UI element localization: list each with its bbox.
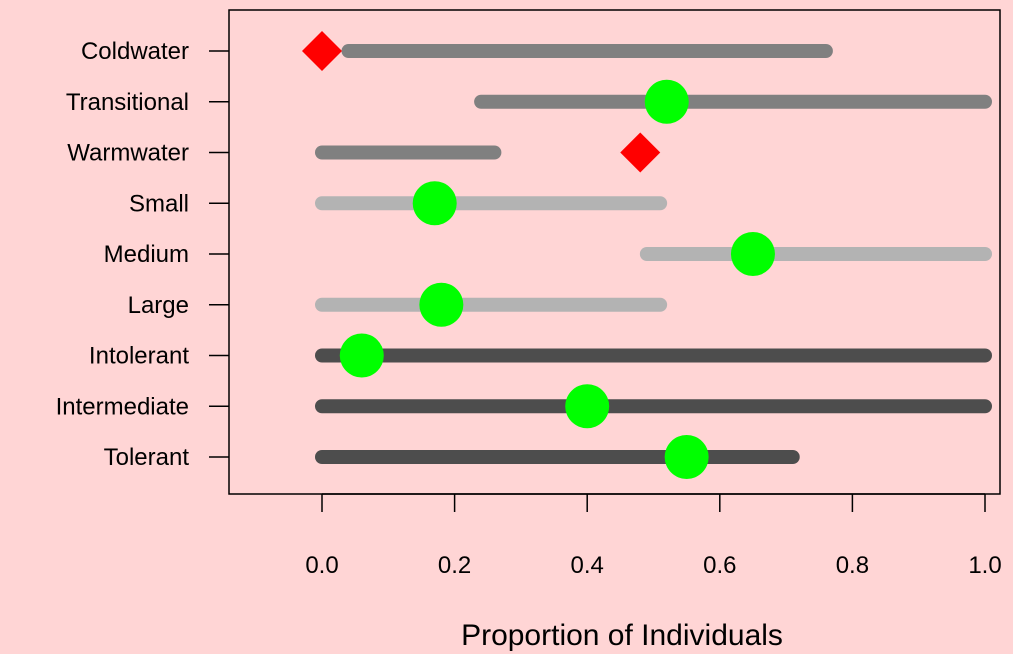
- marker-diamond-coldwater: [302, 31, 342, 71]
- y-label-large: Large: [128, 292, 189, 319]
- marker-circle-tolerant: [664, 435, 709, 479]
- y-label-medium: Medium: [104, 241, 189, 268]
- marker-circle-intermediate: [565, 384, 610, 429]
- marker-diamond-warmwater: [620, 132, 661, 173]
- marker-circle-intolerant: [339, 333, 384, 378]
- marker-circle-medium: [730, 232, 775, 276]
- x-tick-label-0-0: 0.0: [305, 552, 338, 579]
- y-label-tolerant: Tolerant: [104, 444, 190, 471]
- x-axis: 0.0 0.2 0.4 0.6 0.8 1.0: [305, 493, 1002, 579]
- marker-circle-large: [419, 282, 464, 327]
- y-label-intermediate: Intermediate: [56, 393, 189, 420]
- y-label-warmwater: Warmwater: [67, 140, 189, 167]
- x-tick-label-0-6: 0.6: [703, 552, 736, 579]
- y-label-intolerant: Intolerant: [89, 343, 189, 370]
- x-tick-label-1-0: 1.0: [968, 552, 1001, 579]
- y-label-coldwater: Coldwater: [81, 38, 189, 65]
- x-tick-label-0-2: 0.2: [438, 552, 471, 579]
- rows-layer: Coldwater Transitional Warmwater Small Mediu…: [56, 31, 992, 479]
- marker-circle-transitional: [644, 79, 689, 124]
- x-tick-label-0-8: 0.8: [836, 552, 869, 579]
- y-label-small: Small: [129, 190, 189, 217]
- x-tick-label-0-4: 0.4: [571, 552, 604, 579]
- marker-circle-small: [412, 181, 457, 226]
- y-label-transitional: Transitional: [66, 89, 189, 116]
- x-axis-title: Proportion of Individuals: [461, 619, 783, 652]
